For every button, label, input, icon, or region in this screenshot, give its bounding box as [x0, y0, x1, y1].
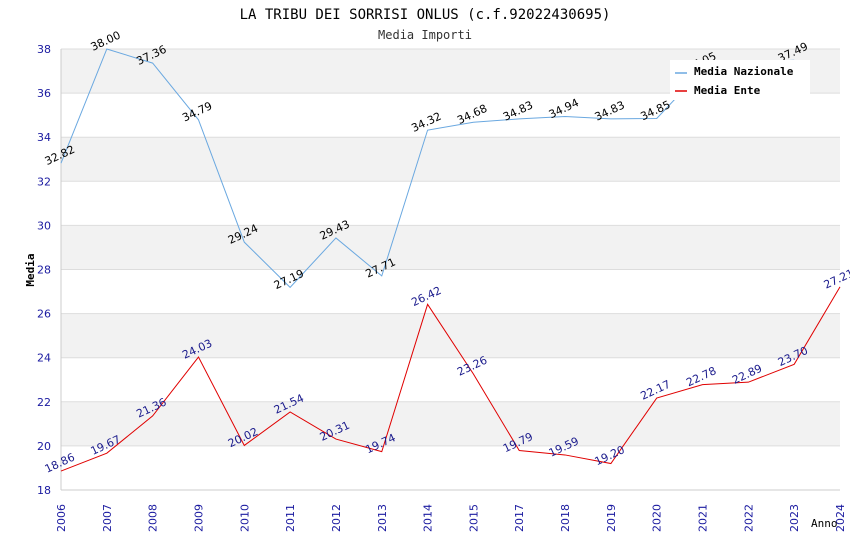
series-line-media-ente — [60, 286, 841, 472]
x-tick-label: 2015 — [467, 504, 480, 532]
y-tick-label: 32 — [37, 175, 51, 188]
plot-band — [61, 269, 840, 314]
chart-subtitle: Media Importi — [378, 28, 472, 42]
x-tick-label: 2019 — [605, 504, 618, 532]
plot-band — [61, 225, 840, 270]
x-tick-label: 2022 — [742, 504, 755, 532]
x-tick-label: 2008 — [147, 504, 160, 532]
x-axis-label: Anno — [811, 517, 838, 530]
x-tick-label: 2009 — [192, 504, 205, 532]
legend: Media Nazionale Media Ente — [670, 60, 810, 100]
legend-label-media-nazionale: Media Nazionale — [694, 65, 794, 78]
plot-band — [61, 357, 840, 402]
y-tick-label: 26 — [37, 308, 51, 321]
y-tick-label: 28 — [37, 264, 51, 277]
y-tick-label: 38 — [37, 43, 51, 56]
series-line-media-nazionale — [60, 48, 795, 289]
plot-band — [61, 401, 840, 446]
x-tick-label: 2021 — [697, 504, 710, 532]
x-tick-label: 2013 — [376, 504, 389, 532]
y-tick-label: 34 — [37, 131, 51, 144]
x-tick-label: 2010 — [238, 504, 251, 532]
legend-box — [670, 60, 810, 100]
legend-label-media-ente: Media Ente — [694, 84, 761, 97]
plot-band — [61, 93, 840, 138]
y-axis-label: Media — [24, 253, 37, 286]
plot-band — [61, 181, 840, 226]
y-tick-label: 18 — [37, 484, 51, 497]
x-tick-label: 2011 — [284, 504, 297, 532]
plot-background-bands — [61, 49, 840, 490]
x-tick-label: 2012 — [330, 504, 343, 532]
y-tick-label: 22 — [37, 396, 51, 409]
x-tick-label: 2024 — [834, 504, 847, 532]
axes — [60, 49, 840, 491]
x-tick-label: 2014 — [422, 504, 435, 532]
y-tick-labels: 18 20 22 24 26 28 30 32 34 36 38 — [37, 43, 51, 497]
plot-band — [61, 313, 840, 358]
x-tick-label: 2023 — [788, 504, 801, 532]
plot-band — [61, 137, 840, 182]
x-tick-labels: 2006 2007 2008 2009 2010 2011 2012 2013 2014 2015… — [55, 504, 847, 532]
plot-band — [61, 445, 840, 490]
x-tick-label: 2020 — [651, 504, 664, 532]
y-tick-label: 24 — [37, 352, 51, 365]
x-tick-label: 2006 — [55, 504, 68, 532]
y-tick-label: 30 — [37, 219, 51, 232]
chart-title: LA TRIBU DEI SORRISI ONLUS (c.f.92022430… — [240, 7, 611, 23]
y-tick-label: 20 — [37, 440, 51, 453]
y-tick-label: 36 — [37, 87, 51, 100]
x-tick-label: 2017 — [513, 504, 526, 532]
x-tick-label: 2018 — [559, 504, 572, 532]
x-tick-label: 2007 — [101, 504, 114, 532]
series-lines — [60, 48, 841, 472]
